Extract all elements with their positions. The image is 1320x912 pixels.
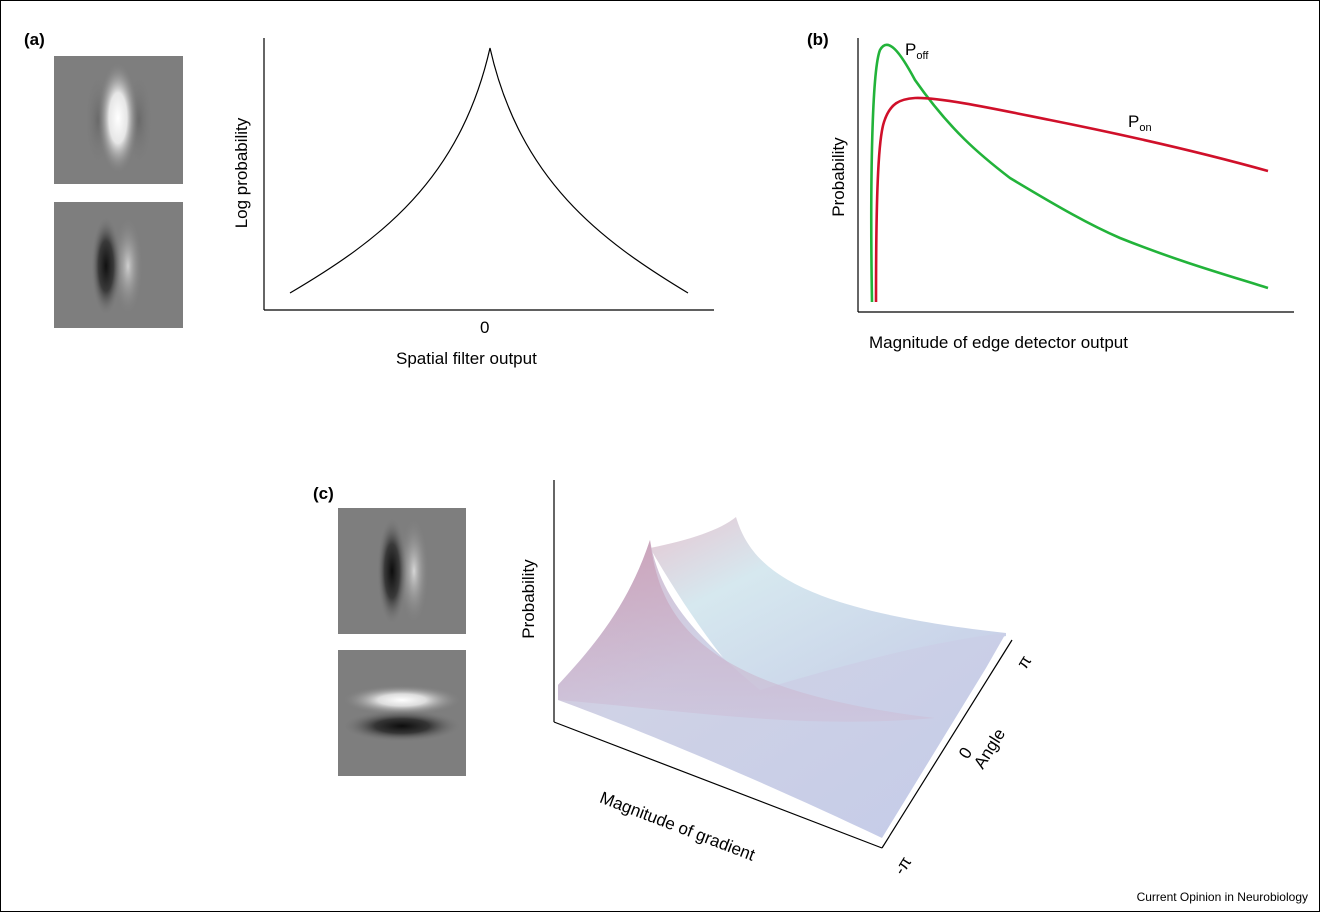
- journal-credit: Current Opinion in Neurobiology: [1136, 890, 1308, 904]
- panel-c-label: (c): [313, 484, 334, 503]
- p-off-curve: [869, 43, 1269, 303]
- panel-b-x-label: Magnitude of edge detector output: [869, 333, 1128, 352]
- filter-image-even: [54, 56, 183, 184]
- panel-c-y-axis: [881, 639, 1013, 849]
- panel-a-x-label: Spatial filter output: [396, 349, 537, 368]
- filter-image-odd: [54, 202, 183, 328]
- filter-image-horizontal: [338, 650, 466, 776]
- filter-image-vertical: [338, 508, 466, 634]
- panel-c-z-label: Probability: [519, 559, 538, 639]
- p-on-curve: [874, 96, 1269, 303]
- p-on-legend: Pon: [1128, 112, 1152, 134]
- panel-b-label: (b): [807, 30, 829, 49]
- p-off-legend: Poff: [905, 40, 929, 62]
- panel-a-x-tick-zero: 0: [480, 318, 490, 337]
- panel-a-label: (a): [24, 30, 45, 49]
- panel-c-x-axis: [553, 721, 883, 849]
- log-probability-curve: [289, 47, 689, 294]
- surface-front-ridge: [558, 540, 935, 722]
